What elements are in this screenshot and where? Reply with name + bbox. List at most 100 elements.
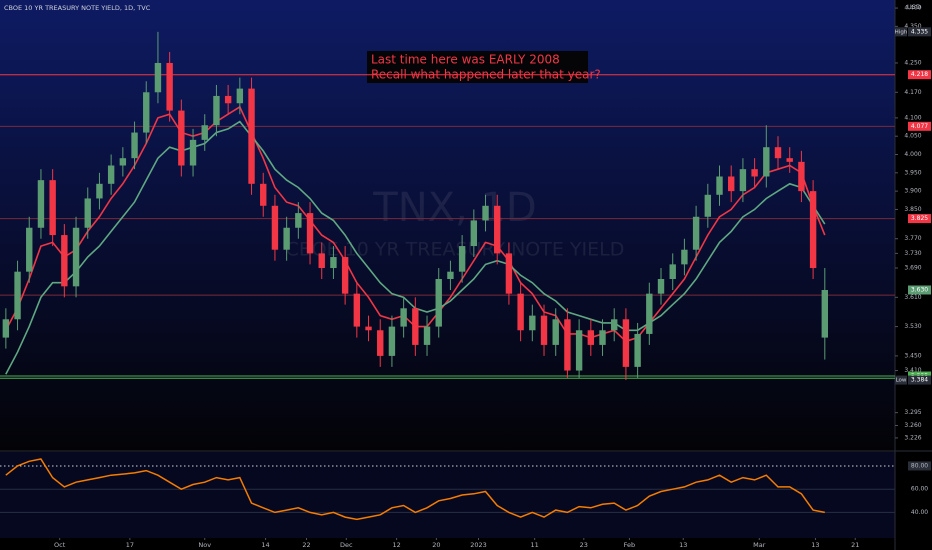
candle-body bbox=[353, 293, 361, 327]
x-tick-label: 23 bbox=[580, 541, 588, 549]
price-tag-label: 4.335 bbox=[911, 28, 928, 35]
candle-body bbox=[107, 165, 115, 184]
y-tick-label: 4.250 bbox=[904, 59, 921, 66]
price-tag bbox=[908, 70, 931, 80]
candle-body bbox=[61, 235, 68, 287]
candle-body bbox=[575, 330, 583, 371]
annotation-box bbox=[367, 51, 588, 83]
candle-body bbox=[716, 176, 723, 195]
candle-body bbox=[423, 326, 431, 345]
candle-body bbox=[248, 88, 255, 184]
candle-body bbox=[751, 169, 758, 177]
y-tick-label: 3.226 bbox=[904, 434, 921, 441]
candle-body bbox=[213, 95, 220, 126]
candle-body bbox=[704, 194, 712, 217]
candle-body bbox=[119, 158, 127, 166]
candle-body bbox=[201, 125, 208, 140]
price-tag-name: High bbox=[895, 29, 908, 35]
candle-body bbox=[96, 183, 103, 199]
price-tag bbox=[908, 214, 931, 224]
x-tick-label: 21 bbox=[851, 541, 859, 549]
candle-body bbox=[400, 308, 407, 327]
x-tick-label: 13 bbox=[811, 541, 819, 549]
y-tick-label: 3.450 bbox=[904, 352, 921, 359]
candle-body bbox=[271, 205, 279, 250]
candle-body bbox=[330, 257, 337, 269]
candle-body bbox=[657, 279, 665, 294]
y-tick-label: 3.730 bbox=[904, 250, 921, 257]
price-tag bbox=[908, 121, 931, 131]
x-tick-label: 13 bbox=[679, 541, 687, 549]
candle-body bbox=[692, 216, 700, 250]
candle-body bbox=[634, 333, 641, 367]
candle-body bbox=[763, 147, 770, 177]
price-tag-name-box bbox=[895, 375, 907, 385]
candle-body bbox=[540, 315, 548, 345]
candle-body bbox=[72, 227, 80, 287]
currency: USD bbox=[907, 3, 921, 11]
chart-title: CBOE 10 YR TREASURY NOTE YIELD, 1D, TVC bbox=[4, 4, 151, 12]
rsi-tick-label: 40.00 bbox=[911, 509, 928, 516]
y-tick-label: 3.770 bbox=[904, 235, 921, 242]
candle-body bbox=[447, 271, 454, 280]
candle-body bbox=[306, 213, 314, 254]
candle-body bbox=[529, 315, 536, 331]
x-tick-label: 2023 bbox=[470, 541, 487, 549]
candle-body bbox=[786, 158, 793, 162]
candle-body bbox=[669, 264, 676, 280]
rsi-pane bbox=[0, 452, 895, 538]
candle-body bbox=[224, 95, 232, 104]
price-tag-label: 3.630 bbox=[911, 286, 928, 293]
candle-body bbox=[341, 257, 349, 294]
y-tick-label: 4.000 bbox=[904, 151, 921, 158]
y-tick-label: 3.410 bbox=[904, 367, 921, 374]
candle-body bbox=[622, 319, 630, 367]
candle-body bbox=[318, 253, 325, 269]
y-tick-label: 4.350 bbox=[904, 23, 921, 30]
rsi-tag bbox=[908, 461, 931, 471]
candle-body bbox=[774, 147, 782, 159]
watermark-sub: CBOE 10 YR TREASURY NOTE YIELD bbox=[286, 239, 625, 261]
rsi-tick-label: 80.00 bbox=[911, 462, 928, 469]
candle-body bbox=[681, 249, 688, 265]
x-tick-label: 20 bbox=[432, 541, 440, 549]
price-tag-name-box bbox=[895, 27, 907, 37]
x-tick-label: 14 bbox=[261, 541, 269, 549]
candle-body bbox=[587, 330, 595, 345]
x-tick-label: Mar bbox=[753, 541, 766, 549]
candle-body bbox=[26, 227, 33, 272]
candle-body bbox=[564, 319, 571, 371]
candle-body bbox=[388, 326, 396, 356]
price-tag bbox=[908, 285, 931, 295]
y-tick-label: 4.170 bbox=[904, 89, 921, 96]
price-tag bbox=[908, 375, 931, 385]
x-tick-label: Nov bbox=[198, 541, 211, 549]
candle-body bbox=[178, 110, 185, 166]
price-tag-name: Low bbox=[896, 378, 907, 384]
candle-body bbox=[599, 330, 606, 345]
candle-body bbox=[377, 330, 384, 356]
price-tag-label: 4.218 bbox=[911, 71, 928, 78]
rsi-line bbox=[5, 458, 825, 521]
y-tick-label: 3.690 bbox=[904, 265, 921, 272]
y-tick-label: 4.400 bbox=[904, 5, 921, 12]
y-tick-label: 4.050 bbox=[904, 133, 921, 140]
y-tick-label: 3.260 bbox=[904, 422, 921, 429]
candle-body bbox=[505, 253, 513, 294]
x-tick-label: 12 bbox=[392, 541, 400, 549]
y-tick-label: 3.530 bbox=[904, 323, 921, 330]
candle-body bbox=[482, 205, 489, 221]
y-tick-label: 3.900 bbox=[904, 188, 921, 195]
x-tick-label: 22 bbox=[302, 541, 310, 549]
candle-body bbox=[458, 246, 466, 272]
price-tag-label: 3.825 bbox=[911, 215, 928, 222]
candle-body bbox=[517, 293, 524, 331]
candle-body bbox=[49, 180, 56, 236]
candle-body bbox=[365, 326, 372, 331]
candle-body bbox=[552, 319, 559, 345]
candle-body bbox=[189, 139, 197, 166]
x-tick-label: 11 bbox=[531, 541, 539, 549]
candle-body bbox=[37, 180, 45, 228]
candle-body bbox=[14, 271, 21, 320]
